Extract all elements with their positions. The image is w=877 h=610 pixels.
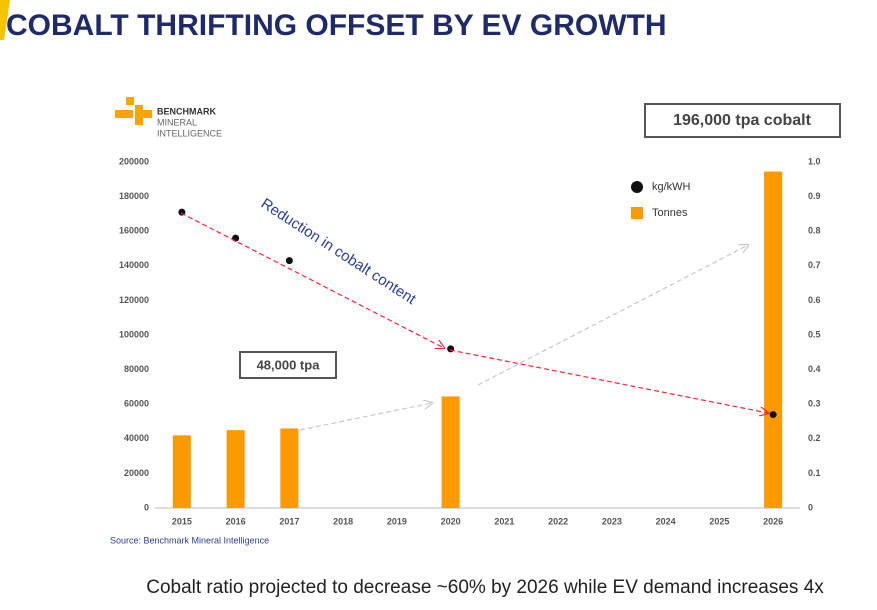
caption: Cobalt ratio projected to decrease ~60% …	[146, 577, 824, 598]
y-tick-label: 200000	[119, 156, 149, 166]
logo-text: MINERAL	[157, 117, 197, 127]
source: Source: Benchmark Mineral Intelligence	[110, 535, 269, 545]
y2-tick-label: 0.1	[808, 468, 821, 478]
logo-text: INTELLIGENCE	[157, 128, 222, 138]
point	[232, 234, 240, 242]
y2-tick-label: 0.7	[808, 260, 821, 270]
y2-tick-label: 0.3	[808, 399, 821, 409]
x-tick-label: 2024	[656, 516, 676, 526]
y-tick-label: 180000	[119, 191, 149, 201]
y2-tick-label: 0.4	[808, 364, 821, 374]
y2-tick-label: 0.9	[808, 191, 821, 201]
legend-label: Tonnes	[652, 207, 688, 219]
title: COBALT THRIFTING OFFSET BY EV GROWTH	[6, 9, 667, 42]
legend-label: kg/kWH	[652, 181, 691, 193]
annotation-box	[239, 351, 337, 379]
bar	[441, 396, 460, 508]
decoration	[0, 0, 10, 40]
y2-tick-label: 0.2	[808, 433, 821, 443]
legend-marker	[631, 207, 643, 219]
trend-arrow	[449, 349, 768, 413]
bar	[280, 428, 299, 508]
annotation: 196,000 tpa cobalt	[673, 112, 812, 129]
point	[285, 257, 293, 265]
logo-icon	[115, 97, 152, 125]
growth-arrow	[477, 245, 748, 386]
y-tick-label: 40000	[124, 433, 149, 443]
bar	[172, 435, 191, 508]
y2-tick-label: 1.0	[808, 156, 821, 166]
bar	[226, 430, 245, 508]
x-tick-label: 2019	[387, 516, 407, 526]
y-tick-label: 0	[144, 502, 149, 512]
y2-tick-label: 0.5	[808, 329, 821, 339]
annotation-box	[644, 103, 841, 138]
annotation: Reduction in cobalt content	[258, 195, 420, 308]
y-tick-label: 100000	[119, 329, 149, 339]
x-tick-label: 2023	[602, 516, 622, 526]
x-tick-label: 2021	[494, 516, 514, 526]
point	[769, 411, 777, 419]
x-tick-label: 2018	[333, 516, 353, 526]
y-tick-label: 160000	[119, 226, 149, 236]
y2-tick-label: 0	[808, 502, 813, 512]
y-tick-label: 20000	[124, 468, 149, 478]
chart: 0 20000 40000 60000 80000 100000 120000 140000 1…	[119, 156, 821, 526]
legend-marker	[631, 181, 643, 193]
y-tick-label: 140000	[119, 260, 149, 270]
x-tick-label: 2020	[441, 516, 461, 526]
annotation: 48,000 tpa	[257, 357, 321, 372]
y-tick-label: 80000	[124, 364, 149, 374]
y-tick-label: 120000	[119, 295, 149, 305]
trend-arrow	[180, 212, 444, 348]
x-tick-label: 2017	[279, 516, 299, 526]
bar	[764, 171, 783, 508]
y-tick-label: 60000	[124, 399, 149, 409]
y2-tick-label: 0.6	[808, 295, 821, 305]
y2-tick-label: 0.8	[808, 226, 821, 236]
x-tick-label: 2015	[172, 516, 192, 526]
x-tick-label: 2016	[226, 516, 246, 526]
point	[447, 345, 455, 353]
x-tick-label: 2022	[548, 516, 568, 526]
x-tick-label: 2025	[709, 516, 729, 526]
logo-text: BENCHMARK	[157, 106, 216, 116]
x-tick-label: 2026	[763, 516, 783, 526]
growth-arrow	[299, 403, 432, 431]
